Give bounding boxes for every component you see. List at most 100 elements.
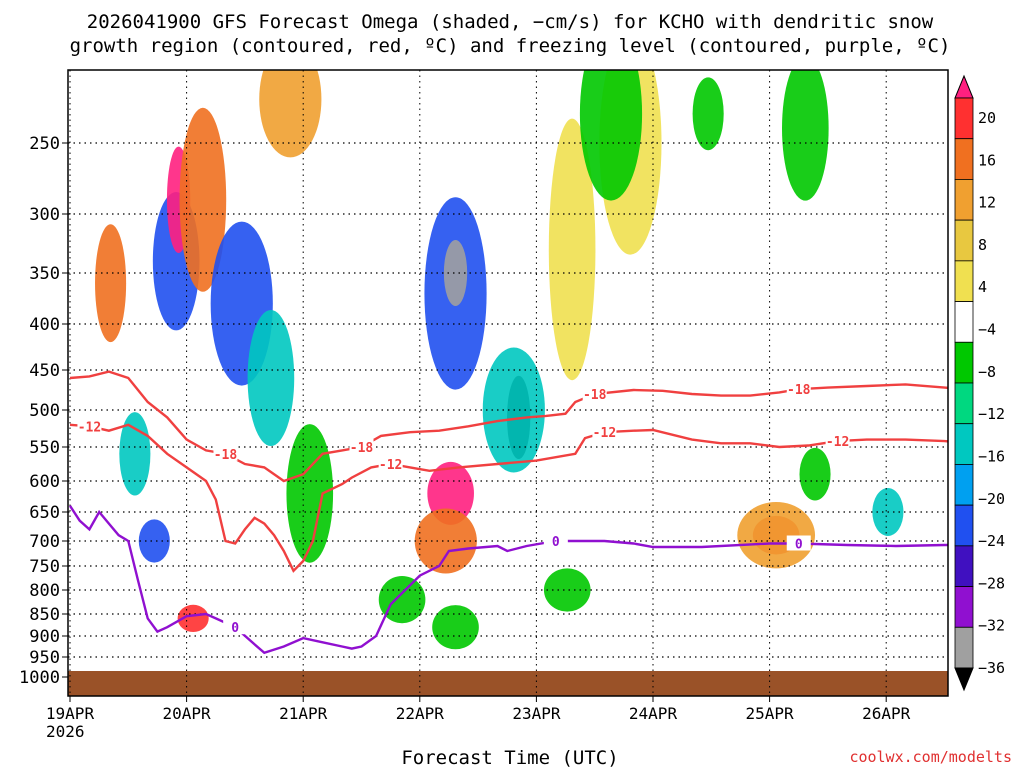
y-tick-label-900: 900 xyxy=(29,627,60,647)
colorbar-label-11: −28 xyxy=(978,574,1005,592)
x-tick-label-26APR: 26APR xyxy=(862,704,911,723)
omega-cell-11 xyxy=(427,461,474,525)
contours: 0 0 0 -12 -12 -12 -12 -18 -18 -18 -18 xyxy=(68,370,948,655)
colorbar-label-8: −16 xyxy=(978,447,1005,465)
contour-label-freezing_level-2: 0 xyxy=(795,538,803,553)
y-tick-label-450: 450 xyxy=(29,361,60,381)
y-axis: 2503003504004505005506006507007508008509… xyxy=(19,134,68,688)
colorbar-box-1 xyxy=(954,138,974,180)
colorbar-label-2: 12 xyxy=(978,194,996,212)
contour-label-minus12-0: -12 xyxy=(78,420,101,435)
omega-shading xyxy=(95,70,904,650)
omega-cell-12 xyxy=(414,508,477,574)
omega-cell-5 xyxy=(247,310,295,446)
contour-freezing_level xyxy=(68,505,948,655)
contour-label-minus18-2: -18 xyxy=(583,388,607,403)
plot-frame xyxy=(67,69,949,697)
omega-cell-32 xyxy=(286,424,334,563)
y-tick-label-850: 850 xyxy=(29,605,60,625)
contour-label-bg-minus12-3 xyxy=(825,433,850,449)
contour-minus18 xyxy=(69,370,948,483)
y-tick-label-1000: 1000 xyxy=(19,668,60,688)
x-tick-label-22APR: 22APR xyxy=(396,704,445,723)
x-axis: 19APR 20APR 21APR 22APR 23APR 24APR 25APR 26APR xyxy=(46,696,911,723)
colorbar-label-9: −20 xyxy=(978,490,1005,508)
contour-label-bg-minus18-3 xyxy=(786,381,811,397)
omega-cell-19 xyxy=(737,502,816,569)
contour-label-minus12-2: -12 xyxy=(593,426,616,441)
colorbar-box-6 xyxy=(954,341,974,384)
y-tick-label-650: 650 xyxy=(29,503,60,523)
colorbar-label-12: −32 xyxy=(978,617,1005,635)
contour-minus12 xyxy=(69,423,948,573)
y-tick-label-800: 800 xyxy=(29,581,60,601)
contour-label-freezing_level-1: 0 xyxy=(552,535,560,550)
omega-cell-3 xyxy=(95,224,127,343)
contour-label-minus12-3: -12 xyxy=(826,435,849,450)
y-tick-label-950: 950 xyxy=(29,648,60,668)
credit-text: coolwx.com/modelts xyxy=(849,748,1012,766)
y-tick-label-300: 300 xyxy=(29,205,60,225)
contour-label-bg-freezing_level-1 xyxy=(543,533,568,548)
contour-label-bg-minus12-0 xyxy=(77,418,102,434)
contour-label-minus18-3: -18 xyxy=(787,383,811,398)
y-tick-label-400: 400 xyxy=(29,315,60,335)
omega-cell-30 xyxy=(548,118,596,381)
chart-title-line2: growth region (contoured, red, ºC) and f… xyxy=(70,35,951,57)
omega-cell-16 xyxy=(378,576,426,624)
x-tick-label-23APR: 23APR xyxy=(512,704,561,723)
colorbar-bottom-arrow xyxy=(954,667,974,692)
contour-label-bg-minus18-2 xyxy=(582,386,607,401)
y-tick-label-500: 500 xyxy=(29,401,60,421)
omega-cell-28 xyxy=(782,70,829,201)
x-tick-label-19APR: 19APR xyxy=(46,704,95,723)
y-tick-label-550: 550 xyxy=(29,438,60,458)
omega-cell-27 xyxy=(692,77,724,151)
colorbar-box-3 xyxy=(954,219,974,262)
x-tick-label-25APR: 25APR xyxy=(746,704,795,723)
x-axis-label: Forecast Time (UTC) xyxy=(401,747,618,768)
contour-label-bg-freezing_level-0 xyxy=(223,619,248,635)
colorbar-label-4: 4 xyxy=(978,278,987,296)
y-tick-label-350: 350 xyxy=(29,264,60,284)
y-tick-label-600: 600 xyxy=(29,472,60,492)
omega-cell-7 xyxy=(138,519,170,563)
colorbar-box-8 xyxy=(954,423,974,465)
colorbar-box-10 xyxy=(954,504,974,547)
contour-label-bg-minus18-1 xyxy=(349,439,374,454)
contour-label-bg-minus18-0 xyxy=(213,445,238,461)
x-tick-label-24APR: 24APR xyxy=(629,704,678,723)
chart-title-line1: 2026041900 GFS Forecast Omega (shaded, −… xyxy=(87,11,934,33)
colorbar-label-6: −8 xyxy=(978,363,996,381)
omega-cell-17 xyxy=(543,568,591,612)
colorbar-top-arrow xyxy=(954,74,974,99)
ground-band xyxy=(68,671,948,696)
contour-label-bg-freezing_level-2 xyxy=(786,535,811,551)
omega-cell-8 xyxy=(177,604,209,633)
omega-cell-10 xyxy=(443,240,468,306)
colorbar-box-0 xyxy=(954,97,974,140)
colorbar-box-4 xyxy=(954,260,974,302)
colorbar-box-13 xyxy=(954,626,974,669)
contour-label-bg-minus12-1 xyxy=(378,456,403,471)
contour-label-bg-minus12-2 xyxy=(592,424,617,440)
colorbar-label-1: 16 xyxy=(978,151,996,169)
colorbar-box-2 xyxy=(954,179,974,221)
contour-label-minus18-1: -18 xyxy=(350,441,374,456)
y-tick-label-250: 250 xyxy=(29,134,60,154)
y-tick-label-700: 700 xyxy=(29,532,60,552)
colorbar-label-10: −24 xyxy=(978,532,1005,550)
x-year-label: 2026 xyxy=(46,722,85,741)
omega-cell-33 xyxy=(259,70,322,158)
colorbar-label-5: −4 xyxy=(978,321,996,339)
y-tick-label-750: 750 xyxy=(29,557,60,577)
omega-cell-6 xyxy=(119,412,151,496)
omega-cell-2 xyxy=(179,107,227,292)
colorbar-box-12 xyxy=(954,586,974,628)
omega-cell-15 xyxy=(432,605,479,650)
colorbar-box-5 xyxy=(954,301,974,343)
colorbar-label-13: −36 xyxy=(978,659,1005,677)
grid xyxy=(68,70,948,696)
contour-label-freezing_level-0: 0 xyxy=(231,621,239,636)
